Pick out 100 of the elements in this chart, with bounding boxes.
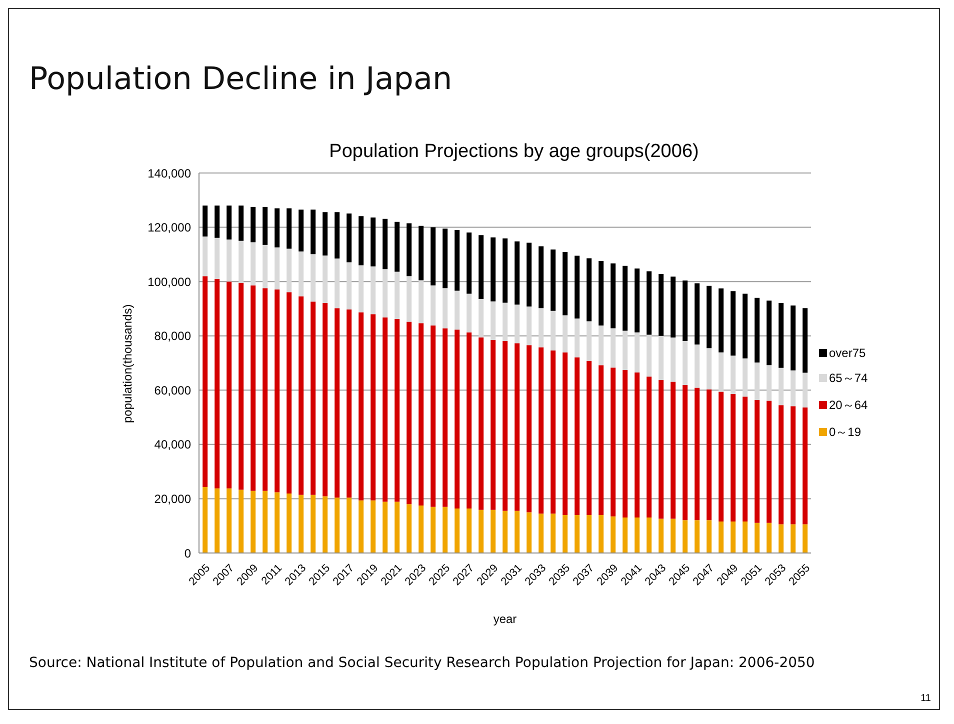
- bar: [466, 294, 472, 332]
- bar: [550, 350, 556, 514]
- bar: [226, 488, 232, 553]
- bar: [622, 330, 628, 370]
- bar: [310, 210, 316, 254]
- bar: [526, 242, 532, 307]
- bar: [574, 357, 580, 515]
- bar: [454, 290, 460, 330]
- bar: [634, 332, 640, 372]
- bar: [766, 522, 772, 553]
- bar: [622, 517, 628, 553]
- bar: [802, 372, 808, 408]
- bar: [562, 315, 568, 352]
- bar: [802, 524, 808, 553]
- bar: [502, 238, 508, 303]
- bar: [442, 288, 448, 328]
- bar: [490, 237, 496, 302]
- bar: [598, 515, 604, 553]
- bar: [754, 400, 760, 523]
- bar: [370, 218, 376, 266]
- bar: [574, 256, 580, 318]
- bar: [526, 512, 532, 553]
- bar: [610, 516, 616, 553]
- bar: [394, 502, 400, 553]
- bar: [418, 323, 424, 506]
- bar: [346, 262, 352, 310]
- bar: [706, 520, 712, 553]
- bar: [382, 502, 388, 553]
- bar: [214, 488, 220, 553]
- bar: [430, 227, 436, 286]
- bar: [670, 518, 676, 553]
- bar: [214, 278, 220, 488]
- bar: [754, 362, 760, 400]
- bar: [790, 524, 796, 553]
- bar: [646, 271, 652, 335]
- bar: [358, 500, 364, 553]
- bar: [622, 266, 628, 331]
- bar: [670, 276, 676, 338]
- bar: [382, 317, 388, 502]
- chart-subtitle: Population Projections by age groups(2006): [328, 141, 700, 163]
- bar: [238, 206, 244, 241]
- bar: [262, 244, 268, 288]
- bar: [334, 498, 340, 553]
- bar: [406, 276, 412, 322]
- bar: [478, 510, 484, 553]
- bar: [538, 246, 544, 308]
- bar: [298, 210, 304, 252]
- bar: [682, 341, 688, 385]
- bar: [586, 360, 592, 515]
- bar: [226, 206, 232, 240]
- bar: [358, 265, 364, 312]
- bar: [730, 394, 736, 522]
- bar: [718, 522, 724, 553]
- bar: [430, 506, 436, 553]
- bar: [262, 206, 268, 245]
- bar: [550, 250, 556, 311]
- bar: [382, 218, 388, 270]
- bar: [538, 347, 544, 514]
- bar: [598, 326, 604, 366]
- bar: [706, 389, 712, 520]
- bar: [418, 280, 424, 324]
- bar: [418, 226, 424, 280]
- bar: [598, 260, 604, 326]
- bar: [262, 288, 268, 491]
- bar: [526, 345, 532, 512]
- bar: [538, 308, 544, 348]
- legend-label: 0～19: [829, 424, 862, 440]
- bar: [490, 301, 496, 340]
- bar: [334, 258, 340, 308]
- text: 11: [920, 693, 931, 704]
- bar: [730, 356, 736, 394]
- legend-label: over75: [829, 346, 866, 360]
- bar: [334, 212, 340, 258]
- bar: [250, 285, 256, 491]
- bar: [754, 298, 760, 362]
- bar: [706, 286, 712, 348]
- bar: [238, 282, 244, 490]
- bar: [562, 252, 568, 316]
- bar: [370, 266, 376, 314]
- bar: [478, 298, 484, 338]
- bar: [610, 263, 616, 328]
- bar: [454, 508, 460, 553]
- bar: [778, 524, 784, 553]
- x-axis-title: year: [493, 612, 517, 626]
- bar: [766, 300, 772, 366]
- y-tick-label: 80,000: [154, 329, 192, 344]
- bar: [730, 522, 736, 553]
- bar: [226, 282, 232, 488]
- bar: [322, 256, 328, 304]
- bar: [394, 222, 400, 272]
- bar: [778, 368, 784, 406]
- bar: [250, 490, 256, 553]
- bar: [442, 328, 448, 507]
- bar: [514, 343, 520, 511]
- bar: [790, 305, 796, 370]
- y-tick-label: 0: [184, 546, 192, 560]
- bar: [286, 208, 292, 249]
- bar: [346, 310, 352, 498]
- bar: [322, 496, 328, 553]
- y-tick-label: 40,000: [154, 438, 192, 452]
